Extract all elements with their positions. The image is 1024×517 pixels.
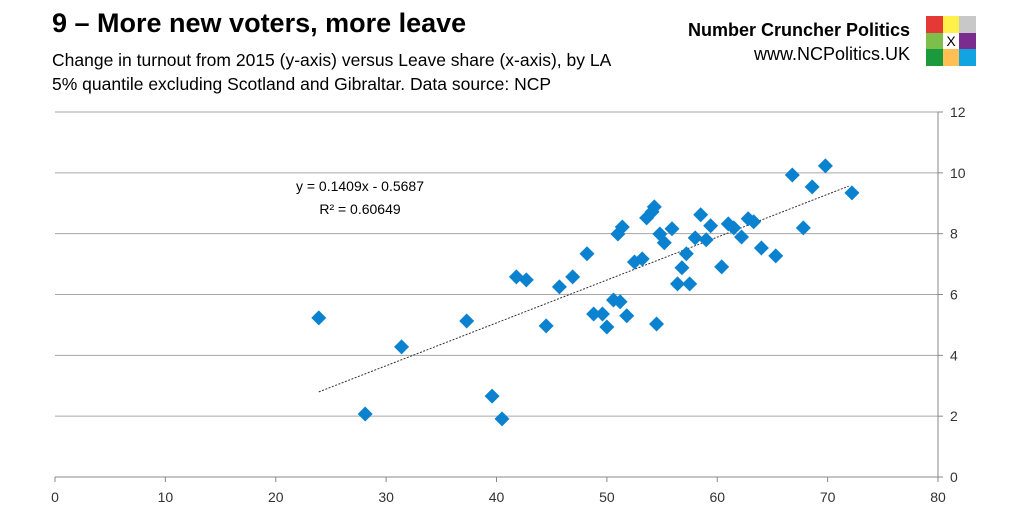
data-point [664,221,680,237]
x-tick-label: 70 [820,489,836,505]
y-tick-label: 2 [950,408,958,424]
data-point [612,294,628,310]
data-point [768,248,784,264]
data-point [634,251,650,267]
data-point [678,246,694,262]
x-tick-label: 30 [378,489,394,505]
data-point [494,411,510,427]
brand: Number Cruncher Politics www.NCPolitics.… [688,18,910,66]
subtitle-line-2: 5% quantile excluding Scotland and Gibra… [52,74,552,94]
logo-cell [942,16,960,33]
data-point [804,179,820,195]
data-point [734,229,750,245]
logo-cell [926,16,943,33]
data-point [459,313,475,329]
ncp-logo: X [926,16,976,66]
data-point [538,318,554,334]
logo-cell [942,49,960,66]
data-point [649,316,665,332]
data-point [682,276,698,292]
data-point [746,214,762,230]
data-point [795,220,811,236]
logo-cell [959,32,976,50]
data-point [714,259,730,275]
chart-subtitle: Change in turnout from 2015 (y-axis) ver… [52,48,692,96]
data-point [656,235,672,251]
y-tick-label: 4 [950,347,958,363]
data-point [784,167,800,183]
trendline [318,185,849,393]
data-point [394,339,410,355]
subtitle-line-1: Change in turnout from 2015 (y-axis) ver… [52,50,612,70]
brand-name: Number Cruncher Politics [687,20,910,40]
data-point [551,279,567,295]
data-point [594,306,610,322]
logo-cell [926,49,943,66]
data-point [518,272,534,288]
data-point [817,158,833,174]
logo-cell [926,32,943,50]
data-point [670,276,686,292]
data-point [753,240,769,256]
data-point [599,319,615,335]
brand-url: www.NCPolitics.UK [753,44,910,64]
x-tick-label: 60 [709,489,725,505]
x-tick-label: 20 [268,489,284,505]
data-point [586,306,602,322]
data-point [565,269,581,285]
y-tick-label: 8 [950,226,958,242]
logo-cell [959,16,976,33]
data-point [646,199,662,215]
trendline-r-squared: R² = 0.60649 [319,201,401,217]
chart-title: 9 – More new voters, more leave [52,8,467,38]
y-tick-label: 10 [950,165,966,181]
y-tick-label: 12 [950,104,966,120]
data-point [484,388,500,404]
x-tick-label: 0 [51,489,59,505]
data-point [357,406,373,422]
data-point [687,230,703,246]
data-point [844,185,860,201]
x-tick-label: 10 [158,489,174,505]
logo-cell: X [942,32,960,50]
data-point [614,219,630,235]
trendline-equation: y = 0.1409x - 0.5687 [296,178,424,194]
data-point [698,232,714,248]
logo-cell [959,49,976,66]
data-point [703,218,719,234]
data-point [693,207,709,223]
x-tick-label: 40 [489,489,505,505]
data-point [726,220,742,236]
data-point [579,246,595,262]
x-tick-label: 50 [599,489,615,505]
y-tick-label: 6 [950,287,958,303]
x-tick-label: 80 [930,489,946,505]
data-point [674,260,690,276]
data-point [619,308,635,324]
data-point [311,310,327,326]
y-tick-label: 0 [950,469,958,485]
